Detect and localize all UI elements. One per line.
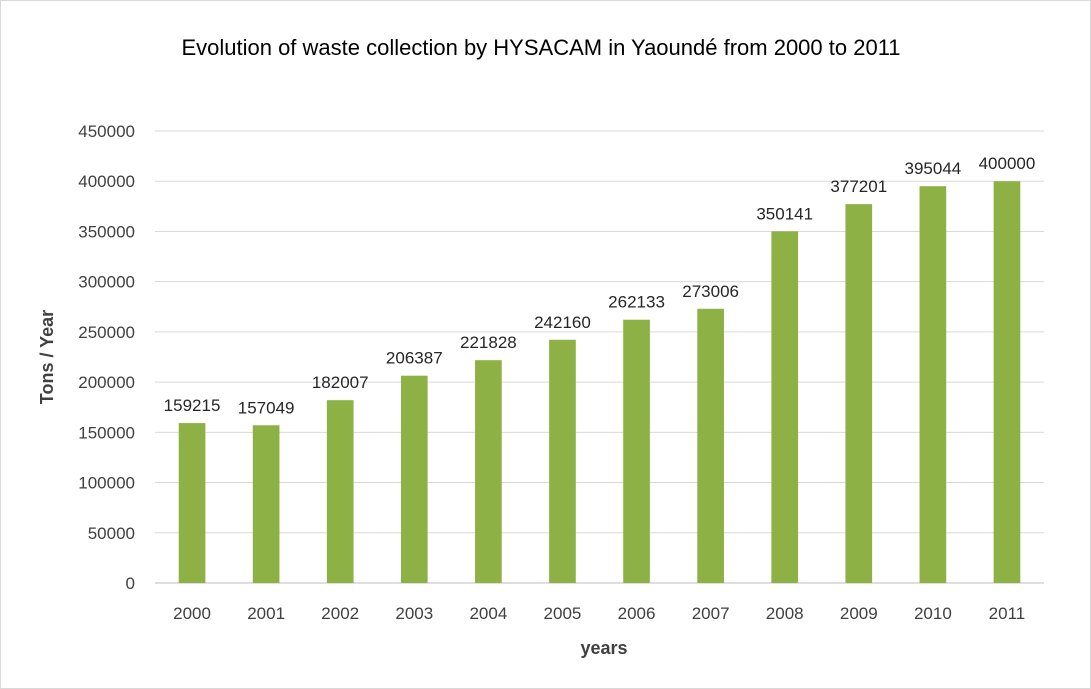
bar-2008 bbox=[771, 231, 799, 584]
y-tick-label: 50000 bbox=[88, 524, 135, 543]
y-tick-label: 350000 bbox=[78, 222, 135, 241]
bar-2005 bbox=[549, 339, 576, 583]
bar-2010 bbox=[919, 186, 947, 583]
x-tick-label: 2005 bbox=[544, 604, 582, 623]
y-axis-title: Tons / Year bbox=[37, 310, 57, 404]
data-label-2001: 157049 bbox=[238, 398, 295, 417]
x-tick-label: 2001 bbox=[247, 604, 285, 623]
x-tick-label: 2008 bbox=[766, 604, 804, 623]
bar-2007 bbox=[697, 308, 724, 583]
y-tick-label: 300000 bbox=[78, 273, 135, 292]
data-label-2007: 273006 bbox=[682, 282, 739, 301]
x-tick-label: 2007 bbox=[692, 604, 730, 623]
data-label-2004: 221828 bbox=[460, 333, 517, 352]
y-tick-label: 100000 bbox=[78, 474, 135, 493]
y-tick-label: 200000 bbox=[78, 373, 135, 392]
bar-2009 bbox=[845, 204, 873, 583]
bar-2002 bbox=[326, 400, 354, 583]
bar-2004 bbox=[475, 360, 502, 583]
x-tick-label: 2009 bbox=[840, 604, 878, 623]
y-tick-label: 450000 bbox=[78, 122, 135, 141]
data-label-2010: 395044 bbox=[905, 159, 962, 178]
bars bbox=[178, 181, 1021, 584]
data-label-2003: 206387 bbox=[386, 349, 443, 368]
data-label-2000: 159215 bbox=[164, 396, 221, 415]
y-tick-label: 250000 bbox=[78, 323, 135, 342]
x-tick-label: 2004 bbox=[469, 604, 507, 623]
y-tick-label: 400000 bbox=[78, 172, 135, 191]
bar-2000 bbox=[178, 423, 206, 583]
bar-2011 bbox=[993, 181, 1021, 583]
bar-2006 bbox=[623, 319, 650, 583]
x-tick-label: 2010 bbox=[914, 604, 952, 623]
x-tick-label: 2000 bbox=[173, 604, 211, 623]
data-label-2009: 377201 bbox=[830, 177, 887, 196]
data-label-2006: 262133 bbox=[608, 293, 665, 312]
gridlines bbox=[155, 130, 1044, 584]
bar-2001 bbox=[252, 425, 280, 583]
data-label-2005: 242160 bbox=[534, 313, 591, 332]
x-axis-title: years bbox=[580, 638, 627, 658]
data-label-2002: 182007 bbox=[312, 373, 369, 392]
data-label-2008: 350141 bbox=[756, 204, 813, 223]
x-tick-label: 2011 bbox=[989, 604, 1026, 623]
data-labels: 159215 157049 182007 206387 221828 242160 2621… bbox=[164, 154, 1036, 417]
y-tick-label: 150000 bbox=[78, 423, 135, 442]
data-label-2011: 400000 bbox=[979, 154, 1036, 173]
x-tick-label: 2002 bbox=[321, 604, 359, 623]
y-axis-ticks: 0 50000 100000 150000 200000 250000 300000 3500… bbox=[78, 122, 135, 593]
chart-title: Evolution of waste collection by HYSACAM… bbox=[181, 35, 900, 60]
x-tick-label: 2006 bbox=[618, 604, 656, 623]
x-axis-ticks: 2000 2001 2002 2003 2004 2005 2006 2007 2008 2009… bbox=[173, 604, 1025, 623]
y-tick-label: 0 bbox=[126, 574, 135, 593]
bar-2003 bbox=[400, 375, 428, 583]
x-tick-label: 2003 bbox=[395, 604, 433, 623]
